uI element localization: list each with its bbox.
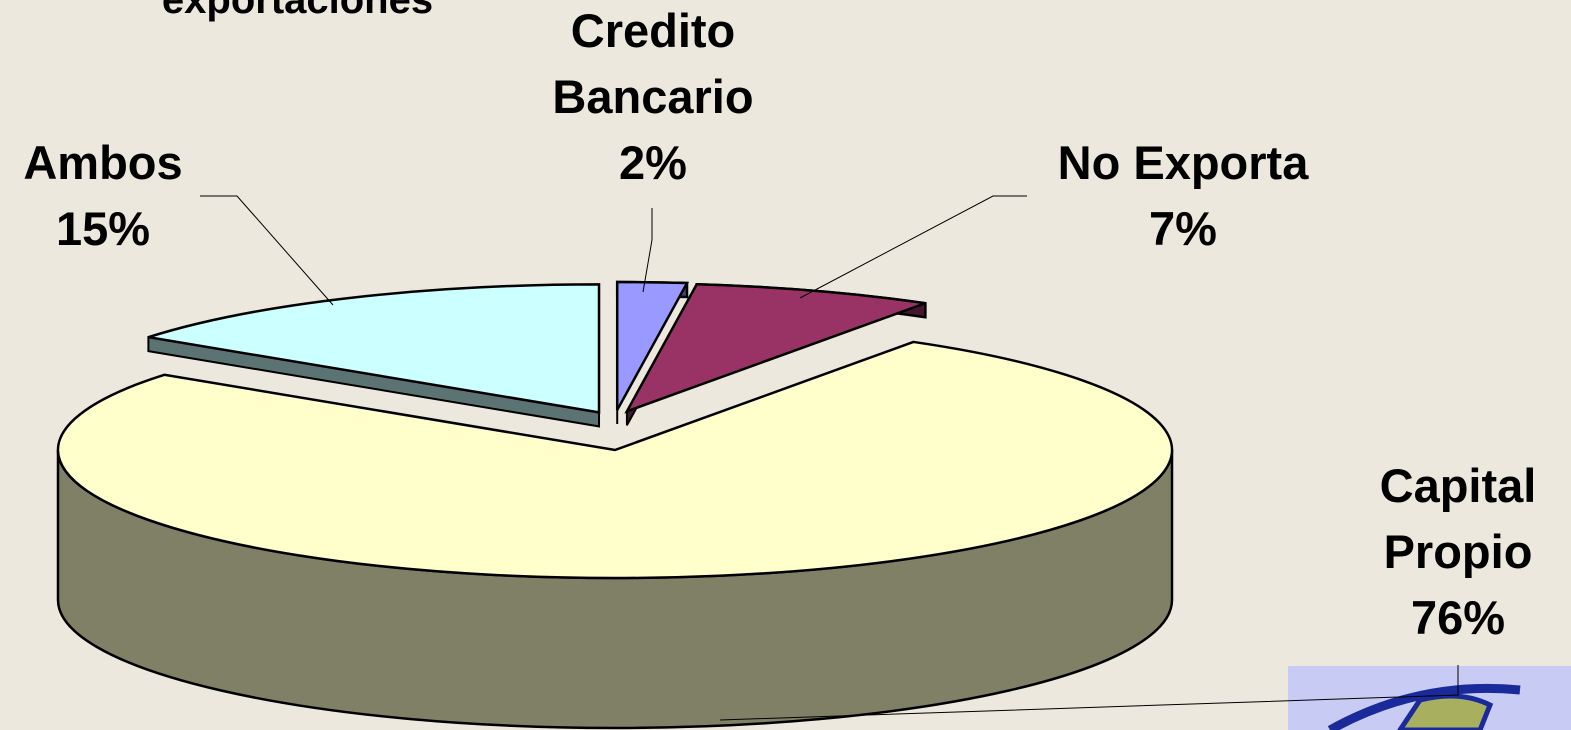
value-label: 7% — [1000, 196, 1366, 262]
category-label: Ambos — [0, 130, 206, 196]
chart — [0, 0, 1571, 730]
category-label: Capital Propio — [1350, 453, 1566, 585]
category-label: Credito Bancario — [528, 0, 778, 130]
value-label: 15% — [0, 196, 206, 262]
value-label: 2% — [528, 130, 778, 196]
leader-line — [643, 208, 652, 292]
leader-line — [800, 196, 1027, 298]
leader-line — [200, 196, 333, 305]
pie-slice — [58, 342, 1172, 578]
page: exportaciones Credito Bancario2%No Expor… — [0, 0, 1571, 730]
pie-tops — [58, 282, 1172, 578]
value-label: 76% — [1350, 585, 1566, 651]
category-label: No Exporta — [1000, 130, 1366, 196]
